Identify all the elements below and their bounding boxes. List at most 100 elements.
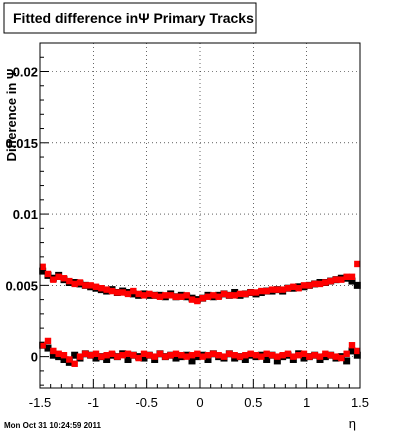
data-point-black bbox=[353, 351, 361, 359]
data-point-red bbox=[188, 296, 196, 303]
data-point-black bbox=[348, 347, 356, 355]
data-point-red bbox=[252, 289, 260, 296]
x-tick-label: -1.5 bbox=[29, 395, 51, 410]
data-point-red bbox=[183, 292, 190, 299]
data-point-red bbox=[76, 353, 84, 360]
x-tick-label: 1.5 bbox=[351, 395, 369, 410]
data-point-red bbox=[146, 352, 153, 359]
data-point-black bbox=[300, 354, 308, 362]
data-point-red bbox=[114, 289, 121, 296]
data-point-red bbox=[284, 350, 292, 357]
data-point-black bbox=[124, 355, 132, 363]
data-point-red bbox=[167, 292, 174, 299]
data-point-red bbox=[140, 292, 148, 299]
data-point-red bbox=[156, 350, 164, 357]
data-point-red bbox=[311, 352, 318, 359]
data-point-red bbox=[204, 352, 212, 359]
data-point-red bbox=[156, 293, 164, 300]
data-point-red bbox=[354, 347, 361, 355]
x-tick-label: 1 bbox=[303, 395, 310, 410]
data-point-red bbox=[316, 353, 324, 360]
data-point-red bbox=[274, 353, 281, 360]
data-point-red bbox=[327, 277, 334, 285]
data-point-red bbox=[108, 287, 116, 295]
data-point-red bbox=[343, 273, 350, 281]
data-point-red bbox=[140, 350, 148, 357]
data-point-red bbox=[82, 350, 89, 357]
data-point-red bbox=[284, 285, 292, 292]
data-point-red bbox=[130, 287, 137, 295]
data-point-red bbox=[71, 360, 78, 367]
data-point-red bbox=[236, 353, 244, 360]
data-point-red bbox=[290, 353, 297, 360]
data-point-red bbox=[50, 347, 57, 355]
data-point-black bbox=[241, 355, 249, 363]
x-tick-label: -1 bbox=[88, 395, 100, 410]
x-tick-label: -0.5 bbox=[135, 395, 157, 410]
data-point-red bbox=[151, 292, 158, 299]
data-point-red bbox=[231, 292, 238, 299]
data-point-black bbox=[343, 357, 351, 365]
x-axis-label: η bbox=[349, 416, 356, 431]
data-point-red bbox=[220, 290, 228, 298]
data-point-red bbox=[66, 356, 73, 363]
data-point-red bbox=[60, 275, 68, 282]
data-point-red bbox=[332, 353, 340, 360]
data-point-red bbox=[162, 353, 169, 360]
y-tick-label: 0.005 bbox=[5, 278, 38, 293]
data-point-red bbox=[44, 270, 52, 278]
data-point-red bbox=[316, 280, 324, 288]
data-point-red bbox=[338, 354, 345, 362]
data-point-red bbox=[268, 286, 276, 293]
data-point-red bbox=[252, 352, 260, 359]
data-point-red bbox=[44, 337, 52, 345]
data-point-red bbox=[188, 352, 196, 359]
data-point-red bbox=[279, 286, 286, 293]
data-point-red bbox=[119, 289, 126, 296]
data-point-red bbox=[103, 352, 110, 359]
data-point-red bbox=[76, 279, 84, 286]
data-point-red bbox=[151, 353, 158, 360]
data-point-black bbox=[44, 344, 52, 352]
data-point-red bbox=[162, 292, 169, 299]
data-point-red bbox=[39, 342, 46, 349]
data-point-red bbox=[348, 342, 356, 349]
data-point-red bbox=[306, 353, 313, 360]
data-point-black bbox=[188, 357, 196, 365]
data-point-red bbox=[172, 293, 180, 300]
data-point-red bbox=[242, 352, 249, 359]
data-point-red bbox=[108, 350, 116, 357]
data-point-red bbox=[332, 276, 340, 283]
data-point-black bbox=[348, 277, 356, 285]
data-point-black bbox=[71, 351, 79, 359]
data-point-red bbox=[343, 350, 350, 357]
data-point-red bbox=[226, 350, 233, 357]
data-point-red bbox=[338, 276, 345, 283]
data-point-red bbox=[167, 352, 174, 359]
data-point-red bbox=[204, 293, 212, 300]
data-point-red bbox=[354, 260, 361, 268]
data-point-red bbox=[50, 276, 57, 283]
data-point-red bbox=[242, 290, 249, 298]
y-axis-label: Difference in Ψ bbox=[4, 69, 19, 162]
data-point-red bbox=[39, 263, 46, 271]
data-point-red bbox=[215, 352, 222, 359]
data-point-red bbox=[199, 294, 206, 302]
data-point-red bbox=[295, 285, 302, 292]
data-point-black bbox=[172, 354, 180, 362]
data-point-red bbox=[247, 350, 254, 357]
data-point-black bbox=[140, 354, 148, 362]
x-tick-label: 0.5 bbox=[244, 395, 262, 410]
data-point-red bbox=[258, 287, 265, 295]
y-tick-label: 0.01 bbox=[13, 207, 38, 222]
data-point-red bbox=[66, 277, 73, 285]
data-point-red bbox=[194, 350, 201, 357]
data-point-red bbox=[210, 350, 217, 357]
y-tick-label: 0.02 bbox=[13, 65, 38, 80]
data-point-red bbox=[268, 352, 276, 359]
data-point-red bbox=[290, 283, 297, 290]
data-point-red bbox=[103, 286, 110, 293]
data-point-red bbox=[135, 290, 142, 298]
data-point-red bbox=[130, 352, 137, 359]
